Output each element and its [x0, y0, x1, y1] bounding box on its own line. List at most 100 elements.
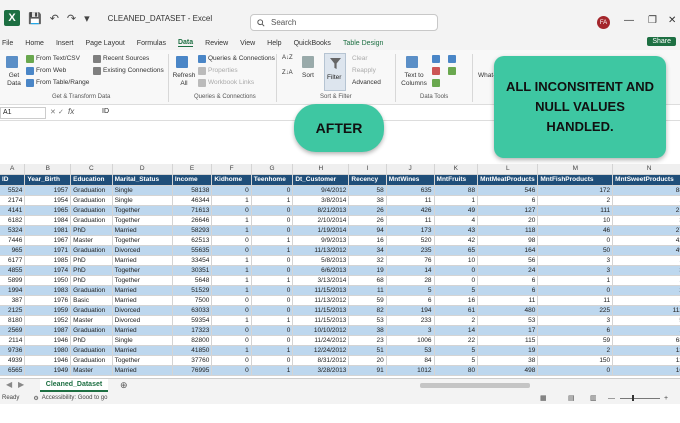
table-cell[interactable]: 173	[386, 225, 435, 236]
column-header[interactable]: M	[537, 164, 614, 175]
queries-connections-button[interactable]: Queries & Connections	[208, 55, 275, 62]
sheet-tab-cleaned-dataset[interactable]: Cleaned_Dataset	[40, 379, 108, 392]
table-cell[interactable]: 43	[434, 225, 479, 236]
table-cell[interactable]: 1957	[24, 185, 72, 196]
table-cell[interactable]: Married	[112, 285, 173, 296]
restore-icon[interactable]: ❐	[648, 15, 657, 26]
save-icon[interactable]: 💾	[28, 12, 42, 25]
table-cell[interactable]: 59	[537, 335, 614, 346]
table-header-cell[interactable]: Dt_Customer	[292, 174, 350, 186]
table-cell[interactable]: 53	[386, 345, 435, 356]
table-cell[interactable]: 9/4/2012	[292, 185, 350, 196]
table-cell[interactable]: Married	[112, 225, 173, 236]
table-cell[interactable]: Together	[112, 265, 173, 276]
table-cell[interactable]: 11/13/2012	[292, 295, 350, 306]
zoom-out-icon[interactable]: —	[608, 394, 615, 402]
table-cell[interactable]: 1	[612, 255, 680, 266]
table-cell[interactable]: 546	[477, 185, 539, 196]
table-cell[interactable]: 80	[434, 365, 479, 376]
table-cell[interactable]: 0	[211, 325, 252, 336]
table-cell[interactable]: 387	[0, 295, 26, 306]
table-cell[interactable]: 635	[386, 185, 435, 196]
table-cell[interactable]: PhD	[70, 255, 113, 266]
table-cell[interactable]: Graduation	[70, 305, 113, 316]
table-cell[interactable]: 84	[386, 355, 435, 366]
table-cell[interactable]: 0	[211, 185, 252, 196]
table-cell[interactable]: 26	[348, 205, 387, 216]
table-cell[interactable]: 5	[612, 315, 680, 326]
table-cell[interactable]: 1	[251, 315, 294, 326]
table-cell[interactable]: 4939	[0, 355, 26, 366]
menu-tab-data[interactable]: Data	[177, 39, 194, 47]
table-cell[interactable]: 5	[434, 285, 479, 296]
table-cell[interactable]: 6	[386, 295, 435, 306]
table-cell[interactable]: 3/28/2013	[292, 365, 350, 376]
table-cell[interactable]: 111	[537, 205, 614, 216]
table-cell[interactable]: Divorced	[112, 315, 173, 326]
table-cell[interactable]: 0	[251, 285, 294, 296]
prev-sheet-icon[interactable]: ◀	[6, 380, 13, 389]
table-cell[interactable]: 33454	[172, 255, 213, 266]
table-cell[interactable]: 20	[477, 215, 539, 226]
from-web-button[interactable]: From Web	[36, 67, 67, 74]
advanced-button[interactable]: Advanced	[352, 79, 381, 86]
table-cell[interactable]: Divorced	[112, 245, 173, 256]
table-cell[interactable]: 0	[537, 285, 614, 296]
zoom-slider-handle[interactable]	[632, 395, 634, 401]
table-cell[interactable]: 4	[434, 215, 479, 226]
clear-button[interactable]: Clear	[352, 55, 368, 62]
table-cell[interactable]: 2569	[0, 325, 26, 336]
menu-tab-help[interactable]: Help	[267, 39, 282, 47]
table-cell[interactable]: 6	[537, 325, 614, 336]
table-cell[interactable]: 1994	[0, 285, 26, 296]
table-cell[interactable]: 1	[251, 345, 294, 356]
table-cell[interactable]: 9736	[0, 345, 26, 356]
column-header[interactable]: H	[292, 164, 350, 175]
table-cell[interactable]: 3	[537, 255, 614, 266]
table-cell[interactable]: 1	[537, 275, 614, 286]
table-cell[interactable]: 1	[211, 265, 252, 276]
table-cell[interactable]: 1	[211, 215, 252, 226]
table-cell[interactable]: 5	[434, 355, 479, 366]
table-cell[interactable]: 51	[348, 345, 387, 356]
table-cell[interactable]: 1/19/2014	[292, 225, 350, 236]
flash-fill-icon[interactable]	[432, 55, 440, 63]
table-cell[interactable]: PhD	[70, 225, 113, 236]
table-cell[interactable]: 11	[537, 295, 614, 306]
table-cell[interactable]: 11	[348, 285, 387, 296]
formula-input[interactable]: ID	[102, 108, 109, 115]
table-cell[interactable]: 1946	[24, 355, 72, 366]
table-cell[interactable]: 58138	[172, 185, 213, 196]
name-box[interactable]: A1	[0, 107, 46, 119]
table-cell[interactable]: 172	[537, 185, 614, 196]
table-cell[interactable]: Together	[112, 205, 173, 216]
table-cell[interactable]: 1	[211, 315, 252, 326]
table-cell[interactable]: 71613	[172, 205, 213, 216]
table-cell[interactable]: 16	[612, 365, 680, 376]
table-cell[interactable]: 6182	[0, 215, 26, 226]
table-cell[interactable]: 112	[612, 305, 680, 316]
refresh-all-button[interactable]: Refresh All	[172, 72, 196, 87]
table-cell[interactable]: 1983	[24, 285, 72, 296]
table-cell[interactable]: 0	[211, 365, 252, 376]
table-cell[interactable]: 50	[537, 245, 614, 256]
table-cell[interactable]: 55635	[172, 245, 213, 256]
table-cell[interactable]: 1	[211, 275, 252, 286]
table-cell[interactable]: 1950	[24, 275, 72, 286]
table-cell[interactable]: Married	[112, 325, 173, 336]
table-cell[interactable]: 1952	[24, 315, 72, 326]
table-header-cell[interactable]: Recency	[348, 174, 387, 186]
table-cell[interactable]: 58293	[172, 225, 213, 236]
table-header-cell[interactable]: Year_Birth	[24, 174, 72, 186]
table-cell[interactable]: 1987	[24, 325, 72, 336]
column-header[interactable]: D	[112, 164, 173, 175]
table-cell[interactable]: Married	[112, 255, 173, 266]
table-cell[interactable]: PhD	[70, 275, 113, 286]
table-cell[interactable]: 34	[348, 245, 387, 256]
table-header-cell[interactable]: Teenhome	[251, 174, 294, 186]
table-header-cell[interactable]: ID	[0, 174, 26, 186]
table-cell[interactable]: Master	[70, 365, 113, 376]
table-cell[interactable]: 1	[612, 295, 680, 306]
table-cell[interactable]: 118	[477, 225, 539, 236]
table-cell[interactable]: 235	[386, 245, 435, 256]
